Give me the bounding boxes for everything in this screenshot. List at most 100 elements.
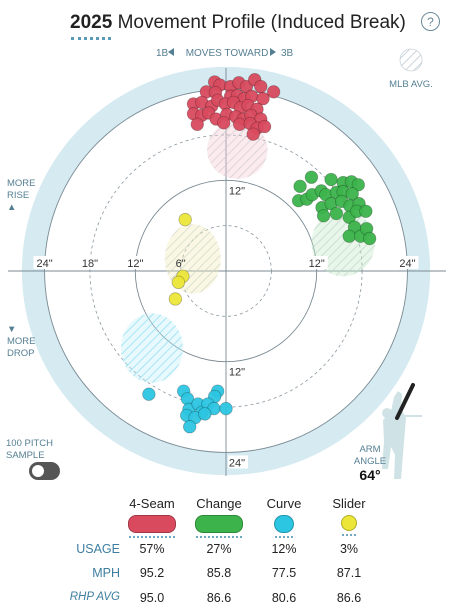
ring-label-horizontal: 24" bbox=[399, 258, 415, 270]
usage-change: 27% bbox=[206, 542, 232, 556]
pitch-point-change bbox=[324, 172, 338, 187]
mlb-average-tint-curve bbox=[120, 313, 183, 383]
ring-label-bg bbox=[228, 455, 248, 469]
mlb-average-curve bbox=[120, 313, 183, 383]
mlb-average-legend: MLB AVG. bbox=[389, 48, 433, 90]
usage-slider: 3% bbox=[339, 542, 359, 556]
ring-label-bg bbox=[228, 183, 248, 197]
pitch-toggle-slider[interactable]: Slider bbox=[309, 496, 389, 536]
toggle-knob bbox=[32, 465, 44, 477]
pitch-table: 4-Seam Change Curve Slider USAGE 57% 27%… bbox=[0, 496, 453, 615]
chart-header: 2025 Movement Profile (Induced Break) ? bbox=[0, 0, 453, 48]
ring-label-horizontal: 6" bbox=[176, 258, 186, 270]
pitch-point-4seam bbox=[246, 127, 260, 141]
movement-plot: 24" 18" 12" 6" 12" 24" 12" 12" 24" MLB AVG. 1B M… bbox=[8, 48, 446, 479]
pitch-point-4seam bbox=[256, 91, 270, 106]
help-icon[interactable]: ? bbox=[421, 12, 440, 31]
sample-label: 100 PITCH SAMPLE bbox=[6, 438, 53, 461]
more-rise-label: MORE RISE ▲ bbox=[7, 178, 36, 213]
pitch-point-curve bbox=[198, 407, 212, 421]
pitch-point-change bbox=[293, 179, 307, 194]
mph-row-label: MPH bbox=[92, 566, 120, 580]
swatch-underline bbox=[275, 536, 293, 538]
pitch-point-4seam bbox=[266, 85, 281, 99]
pitch-toggle-change[interactable]: Change bbox=[179, 496, 259, 538]
pitch-point-curve bbox=[219, 401, 233, 416]
pitch-swatch bbox=[341, 515, 357, 531]
pitch-point-slider bbox=[168, 292, 183, 306]
swatch-underline bbox=[129, 536, 175, 538]
usage-row-label: USAGE bbox=[76, 542, 120, 556]
rhp-avg-change: 86.6 bbox=[206, 591, 232, 605]
pitch-point-4seam bbox=[217, 116, 231, 130]
rhp-avg-slider: 86.6 bbox=[336, 591, 362, 605]
arm-angle-label: ARM ANGLE bbox=[353, 444, 387, 467]
ring-label-bg bbox=[228, 364, 248, 378]
pitch-point-change bbox=[304, 170, 319, 184]
mlb-average-label: MLB AVG. bbox=[389, 79, 433, 90]
pitch-point-slider bbox=[171, 275, 186, 290]
pitch-name: Change bbox=[196, 496, 242, 511]
ring-label-vertical: 12" bbox=[229, 367, 245, 379]
chart-title: 2025 Movement Profile (Induced Break) bbox=[70, 12, 406, 34]
pitch-point-slider bbox=[178, 212, 192, 227]
direction-1b: 1B bbox=[156, 48, 169, 59]
swatch-underline bbox=[342, 534, 356, 536]
pitch-name: Curve bbox=[266, 496, 302, 511]
mph-curve: 77.5 bbox=[271, 566, 297, 580]
pitch-point-curve bbox=[142, 387, 156, 401]
pitch-point-change bbox=[351, 178, 366, 192]
swatch-underline bbox=[196, 536, 242, 538]
more-drop-label: ▼ MORE DROP bbox=[7, 324, 36, 359]
pitch-name: Slider bbox=[332, 496, 366, 511]
title-text: Movement Profile (Induced Break) bbox=[117, 12, 406, 33]
mph-4seam: 95.2 bbox=[139, 566, 165, 580]
arrow-up-icon: ▲ bbox=[7, 202, 17, 213]
pitcher-figure-icon bbox=[382, 383, 422, 479]
usage-4seam: 57% bbox=[139, 542, 165, 556]
ring-label-horizontal: 18" bbox=[82, 258, 98, 270]
ring-label-vertical: 12" bbox=[229, 185, 245, 197]
pitch-swatch bbox=[128, 515, 176, 533]
ring-label-horizontal: 12" bbox=[127, 258, 143, 270]
pitch-name: 4-Seam bbox=[129, 496, 175, 511]
ring-label-bg bbox=[396, 256, 419, 269]
pitch-swatch bbox=[274, 515, 294, 533]
rhp-avg-row-label: RHP AVG bbox=[69, 591, 120, 603]
pitch-point-4seam bbox=[190, 117, 204, 132]
mph-change: 85.8 bbox=[206, 566, 232, 580]
arrow-down-icon: ▼ bbox=[7, 324, 17, 335]
season-year[interactable]: 2025 bbox=[70, 12, 113, 33]
rhp-avg-4seam: 95.0 bbox=[139, 591, 165, 605]
pitch-point-change bbox=[316, 209, 331, 223]
pitch-point-4seam bbox=[257, 119, 272, 134]
direction-moves-toward: MOVES TOWARD bbox=[186, 48, 269, 59]
arm-angle-value: 64° bbox=[359, 467, 381, 483]
ring-label-bg bbox=[305, 256, 328, 269]
pitch-point-4seam bbox=[254, 79, 268, 94]
mph-slider: 87.1 bbox=[336, 566, 362, 580]
sample-toggle[interactable] bbox=[29, 462, 60, 480]
ring-label-vertical: 24" bbox=[229, 457, 245, 469]
pitch-point-change bbox=[342, 229, 356, 243]
arrow-left-icon bbox=[168, 48, 174, 56]
ring-label-bg bbox=[33, 256, 56, 269]
pitch-swatch bbox=[195, 515, 243, 533]
direction-label: 1B MOVES TOWARD 3B bbox=[156, 48, 294, 59]
pitch-point-change bbox=[362, 231, 377, 246]
pitch-toggle-4seam[interactable]: 4-Seam bbox=[112, 496, 192, 538]
rhp-avg-curve: 80.6 bbox=[271, 591, 297, 605]
ring-label-bg bbox=[124, 256, 147, 269]
arrow-right-icon bbox=[270, 48, 276, 56]
pitch-point-change bbox=[329, 206, 344, 221]
pitch-point-change bbox=[359, 204, 373, 218]
pitch-point-curve bbox=[183, 420, 197, 434]
pitch-toggle-curve[interactable]: Curve bbox=[244, 496, 324, 538]
direction-3b: 3B bbox=[281, 48, 294, 59]
ring-label-horizontal: 24" bbox=[36, 258, 52, 270]
ring-label-bg bbox=[78, 256, 101, 269]
usage-curve: 12% bbox=[271, 542, 297, 556]
mlb-average-swatch bbox=[399, 48, 423, 72]
ring-label-horizontal: 12" bbox=[309, 258, 325, 270]
year-underline bbox=[71, 37, 111, 40]
